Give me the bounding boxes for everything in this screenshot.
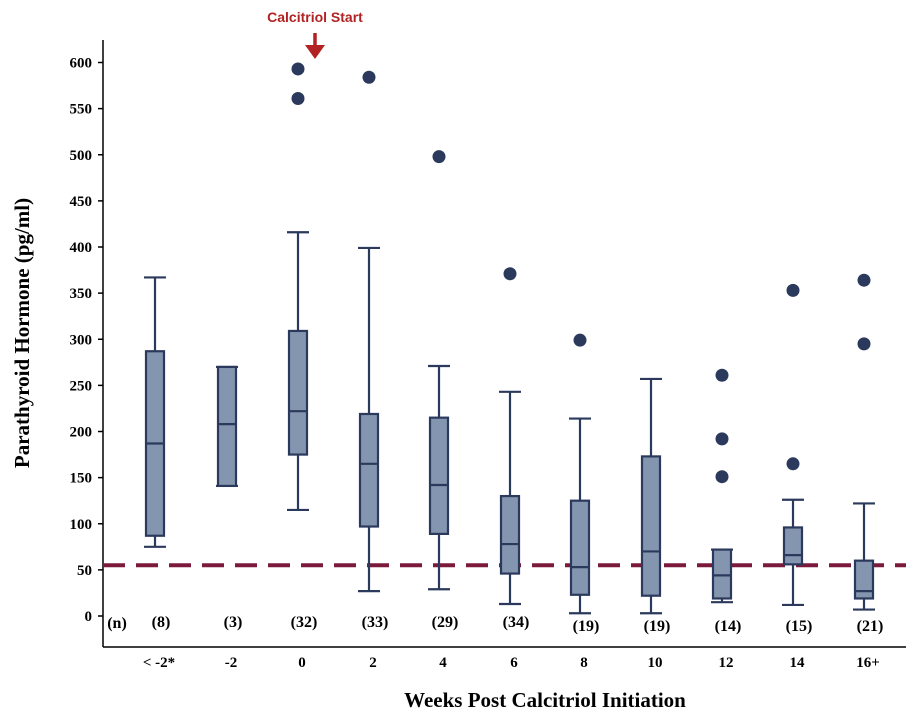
x-tick-label: 12 (719, 655, 734, 671)
y-tick-label: 350 (70, 286, 93, 302)
outlier-point (291, 91, 305, 105)
n-label: (32) (291, 614, 318, 631)
n-label: (34) (503, 614, 530, 631)
y-tick-label: 300 (70, 332, 93, 348)
n-label: (19) (644, 618, 671, 635)
box-9 (711, 368, 733, 604)
y-tick-label: 50 (77, 563, 92, 579)
y-axis-label: Parathyroid Hormone (pg/ml) (10, 198, 34, 468)
y-tick-label: 450 (70, 194, 93, 210)
box-4 (358, 70, 380, 593)
x-tick-label: < -2* (143, 655, 175, 671)
box-8 (640, 377, 662, 615)
n-label: (15) (786, 618, 813, 635)
outlier-point (857, 273, 871, 287)
boxes (144, 62, 875, 615)
n-label: (21) (857, 618, 884, 635)
iqr-box (640, 455, 662, 597)
iqr-box (428, 416, 450, 535)
x-tick-label: 10 (648, 655, 663, 671)
y-tick-label: 100 (70, 517, 93, 533)
n-label: (3) (224, 614, 243, 631)
outlier-point (503, 267, 517, 281)
y-tick-label: 500 (70, 148, 93, 164)
x-tick-label: 8 (580, 655, 588, 671)
x-tick-label: 14 (790, 655, 806, 671)
iqr-box (358, 412, 380, 528)
box-3 (287, 62, 309, 512)
iqr-box (216, 365, 238, 488)
iqr-box (782, 526, 804, 566)
calcitriol-start-annotation: Calcitriol Start (267, 9, 363, 59)
outlier-point (291, 62, 305, 76)
outlier-point (573, 333, 587, 347)
x-tick-label: 2 (369, 655, 377, 671)
x-axis-label: Weeks Post Calcitriol Initiation (404, 688, 686, 711)
outlier-point (715, 368, 729, 382)
outlier-point (432, 150, 446, 164)
box-6 (499, 267, 521, 606)
iqr-box (287, 329, 309, 456)
x-tick-label: -2 (225, 655, 238, 671)
y-ticks: 0 50 100 150 200 250 300 350 400 450 500 550 600 (70, 56, 103, 625)
n-label: (29) (432, 614, 459, 631)
x-tick-label: 6 (510, 655, 518, 671)
n-label: (8) (152, 614, 171, 631)
n-label: (19) (573, 618, 600, 635)
iqr-box (569, 499, 591, 596)
y-tick-label: 550 (70, 102, 93, 118)
outlier-point (786, 457, 800, 471)
annotation-label: Calcitriol Start (267, 9, 363, 25)
annotation-arrow-head (305, 45, 325, 59)
n-header: (n) (107, 615, 127, 632)
outlier-point (857, 337, 871, 351)
y-tick-label: 600 (70, 56, 93, 72)
outlier-point (715, 432, 729, 446)
box-1 (144, 276, 166, 548)
box-7 (569, 333, 591, 615)
box-5 (428, 150, 450, 591)
box-10 (782, 283, 804, 607)
outlier-point (786, 283, 800, 297)
n-label: (33) (362, 614, 389, 631)
iqr-box (499, 494, 521, 575)
y-tick-label: 150 (70, 471, 93, 487)
x-tick-label: 4 (439, 655, 447, 671)
y-tick-label: 0 (85, 609, 93, 625)
n-label: (14) (715, 618, 742, 635)
outlier-point (362, 70, 376, 84)
iqr-box (711, 548, 733, 600)
x-tick-labels: (8) < -2* (3) -2 (32) 0 (33) 2 (29) 4 (34) 6 (19) 8 (1… (143, 614, 883, 671)
x-tick-label: 16+ (856, 655, 880, 671)
box-2 (216, 365, 238, 488)
y-tick-label: 200 (70, 425, 93, 441)
box-11 (853, 273, 875, 611)
y-tick-label: 250 (70, 378, 93, 394)
x-tick-label: 0 (298, 655, 306, 671)
y-tick-label: 400 (70, 240, 93, 256)
iqr-box (853, 559, 875, 600)
outlier-point (715, 470, 729, 484)
